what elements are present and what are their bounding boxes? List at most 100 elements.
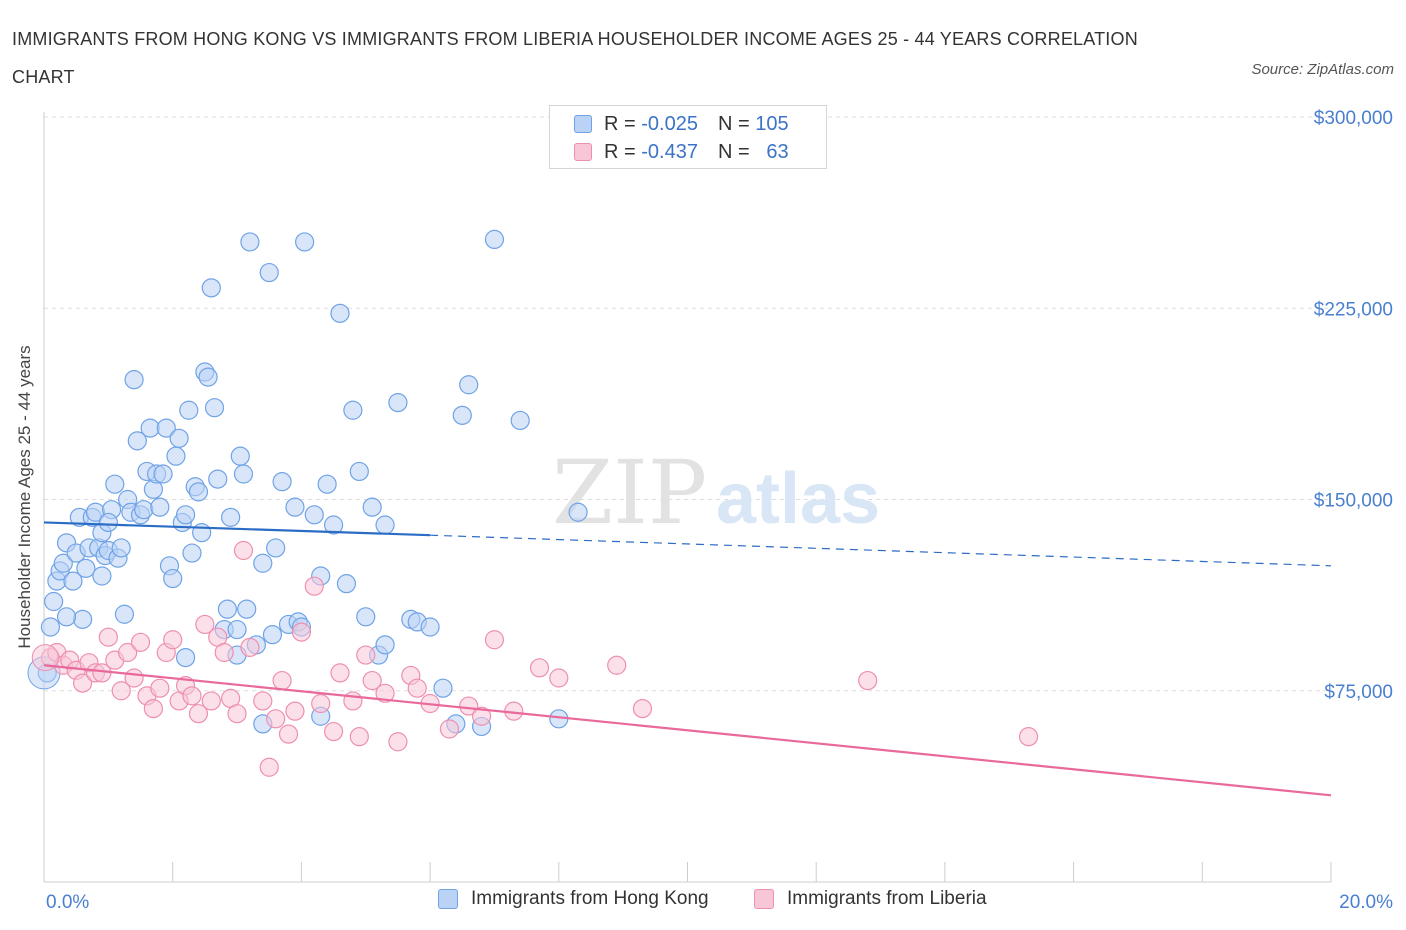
point-hong-kong[interactable] — [166, 446, 186, 466]
point-liberia[interactable] — [214, 642, 234, 663]
point-liberia[interactable] — [163, 630, 183, 650]
point-hong-kong[interactable] — [237, 599, 257, 619]
point-hong-kong[interactable] — [188, 482, 209, 502]
point-liberia[interactable] — [150, 678, 170, 698]
point-hong-kong[interactable] — [317, 474, 337, 494]
point-liberia[interactable] — [285, 701, 305, 721]
point-liberia[interactable] — [240, 637, 260, 658]
point-hong-kong[interactable] — [362, 497, 382, 517]
point-hong-kong[interactable] — [452, 405, 472, 425]
point-liberia[interactable] — [484, 630, 505, 650]
legend-item-liberia[interactable]: Immigrants from Liberia — [754, 888, 987, 910]
point-liberia[interactable] — [349, 727, 369, 747]
point-liberia[interactable] — [272, 670, 292, 691]
point-liberia[interactable] — [632, 698, 653, 719]
point-hong-kong[interactable] — [375, 635, 395, 655]
point-hong-kong[interactable] — [179, 400, 199, 420]
point-hong-kong[interactable] — [53, 553, 73, 573]
point-liberia[interactable] — [118, 642, 138, 663]
point-liberia[interactable] — [858, 670, 878, 691]
point-hong-kong[interactable] — [198, 367, 218, 387]
point-hong-kong[interactable] — [56, 607, 77, 627]
point-liberia[interactable] — [549, 668, 569, 688]
point-hong-kong[interactable] — [285, 497, 305, 517]
point-hong-kong[interactable] — [44, 591, 64, 612]
point-liberia[interactable] — [343, 691, 363, 711]
point-liberia[interactable] — [388, 732, 408, 752]
point-hong-kong[interactable] — [459, 375, 479, 395]
point-hong-kong[interactable] — [336, 574, 357, 594]
point-liberia[interactable] — [111, 681, 131, 701]
point-liberia[interactable] — [201, 691, 221, 711]
point-liberia[interactable] — [459, 696, 479, 716]
point-liberia[interactable] — [311, 693, 331, 714]
point-hong-kong[interactable] — [568, 502, 588, 522]
point-liberia[interactable] — [330, 663, 350, 683]
point-liberia[interactable] — [291, 622, 311, 642]
point-liberia[interactable] — [362, 670, 382, 691]
point-hong-kong[interactable] — [375, 515, 395, 535]
point-liberia[interactable] — [278, 724, 299, 744]
point-hong-kong[interactable] — [272, 472, 292, 492]
point-hong-kong[interactable] — [111, 538, 131, 558]
point-hong-kong[interactable] — [204, 398, 225, 418]
point-liberia[interactable] — [607, 655, 627, 675]
point-hong-kong[interactable] — [227, 619, 247, 640]
point-hong-kong[interactable] — [40, 617, 61, 637]
point-liberia[interactable] — [471, 706, 492, 726]
point-liberia[interactable] — [73, 673, 93, 693]
point-liberia[interactable] — [253, 691, 273, 711]
point-hong-kong[interactable] — [153, 464, 173, 484]
point-hong-kong[interactable] — [73, 609, 93, 629]
point-hong-kong[interactable] — [156, 418, 176, 438]
point-hong-kong[interactable] — [262, 625, 283, 645]
point-liberia[interactable] — [356, 645, 376, 665]
point-hong-kong[interactable] — [484, 229, 505, 249]
point-hong-kong[interactable] — [420, 617, 440, 637]
point-hong-kong[interactable] — [169, 428, 189, 448]
point-hong-kong[interactable] — [92, 566, 112, 586]
point-hong-kong[interactable] — [105, 474, 125, 494]
point-hong-kong[interactable] — [217, 599, 237, 619]
point-hong-kong[interactable] — [201, 278, 221, 298]
point-hong-kong[interactable] — [343, 400, 363, 420]
point-liberia[interactable] — [439, 719, 460, 739]
point-liberia[interactable] — [130, 632, 151, 652]
point-liberia[interactable] — [304, 576, 324, 596]
point-hong-kong[interactable] — [323, 515, 344, 535]
point-liberia[interactable] — [124, 668, 144, 688]
point-liberia[interactable] — [195, 614, 215, 635]
point-hong-kong[interactable] — [304, 505, 324, 525]
point-hong-kong[interactable] — [175, 505, 196, 525]
point-liberia[interactable] — [529, 658, 550, 678]
point-liberia[interactable] — [182, 686, 202, 706]
point-hong-kong[interactable] — [140, 418, 160, 438]
point-hong-kong[interactable] — [388, 393, 408, 413]
point-hong-kong[interactable] — [124, 370, 144, 390]
point-hong-kong[interactable] — [98, 512, 118, 533]
point-liberia[interactable] — [266, 709, 286, 729]
point-hong-kong[interactable] — [208, 469, 228, 489]
point-hong-kong[interactable] — [134, 500, 154, 520]
point-liberia[interactable] — [188, 704, 209, 724]
point-hong-kong[interactable] — [175, 647, 196, 668]
point-liberia[interactable] — [143, 698, 163, 719]
point-hong-kong[interactable] — [233, 464, 254, 484]
point-hong-kong[interactable] — [433, 678, 453, 698]
point-liberia[interactable] — [375, 683, 395, 703]
point-hong-kong[interactable] — [240, 232, 260, 252]
point-hong-kong[interactable] — [182, 543, 202, 563]
point-hong-kong[interactable] — [510, 410, 530, 431]
point-liberia[interactable] — [1018, 727, 1039, 747]
point-liberia[interactable] — [227, 704, 247, 724]
point-liberia[interactable] — [407, 678, 427, 698]
point-liberia[interactable] — [323, 721, 344, 742]
point-hong-kong[interactable] — [76, 558, 96, 578]
point-hong-kong[interactable] — [230, 446, 250, 466]
point-hong-kong[interactable] — [127, 431, 147, 451]
point-hong-kong[interactable] — [163, 568, 183, 589]
point-hong-kong[interactable] — [253, 553, 273, 573]
point-hong-kong[interactable] — [349, 461, 369, 482]
point-hong-kong[interactable] — [330, 303, 350, 323]
point-liberia[interactable] — [233, 540, 254, 561]
